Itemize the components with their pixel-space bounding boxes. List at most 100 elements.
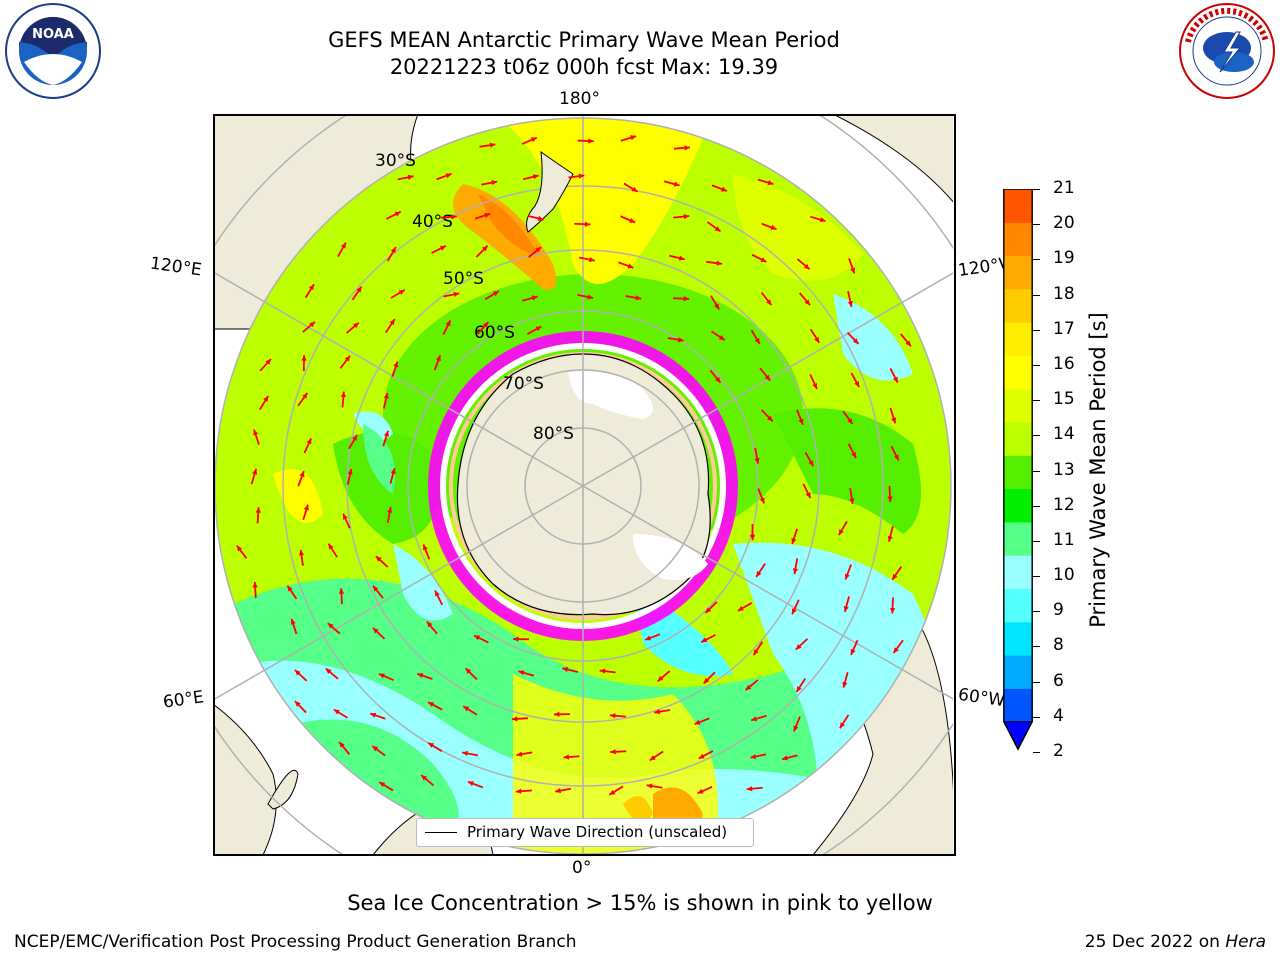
wave-direction-arrow <box>809 328 821 344</box>
wave-direction-arrow <box>710 330 726 341</box>
wave-direction-arrow <box>255 507 261 524</box>
colorbar-segment <box>1003 189 1033 223</box>
legend-label: Primary Wave Direction (unscaled) <box>467 823 728 841</box>
wave-direction-arrow <box>751 254 767 263</box>
wave-direction-arrow <box>511 716 528 722</box>
wave-direction-arrow <box>795 638 809 651</box>
wave-direction-arrow <box>809 374 818 390</box>
colorbar-tick <box>1033 716 1040 718</box>
nws-logo <box>1179 3 1275 99</box>
wave-direction-arrow <box>620 135 637 142</box>
wave-direction-arrow <box>342 513 351 529</box>
wave-direction-arrow <box>563 754 580 760</box>
wave-direction-arrow <box>473 634 489 644</box>
wave-direction-arrow <box>577 138 594 144</box>
wave-direction-arrow <box>346 468 353 485</box>
wave-direction-arrow <box>476 321 490 335</box>
lon-label-60e: 60°E <box>161 687 206 713</box>
wave-direction-arrow <box>431 245 447 254</box>
wave-direction-arrow <box>372 627 386 640</box>
colorbar-tick <box>1033 681 1040 683</box>
wave-direction-arrow <box>351 286 363 301</box>
wave-direction-arrow <box>791 528 798 545</box>
wave-direction-arrow <box>385 318 396 333</box>
colorbar-segment <box>1003 588 1033 623</box>
wave-direction-arrow <box>850 372 860 388</box>
footer-branch: NCEP/EMC/Verification Post Processing Pr… <box>14 932 577 952</box>
colorbar-tick-label: 15 <box>1053 389 1075 410</box>
wave-direction-arrow <box>843 596 850 613</box>
wave-direction-arrow <box>371 745 386 757</box>
wave-direction-arrow <box>791 599 800 615</box>
wave-direction-arrow <box>847 291 853 308</box>
noaa-logo: NOAA <box>5 3 101 99</box>
wave-direction-arrow <box>516 751 533 757</box>
wave-direction-arrow <box>887 526 894 542</box>
wave-direction-arrow <box>702 671 716 685</box>
colorbar-extend-arrow <box>1003 721 1033 751</box>
colorbar-tick-label: 10 <box>1053 565 1075 586</box>
colorbar-tick-label: 2 <box>1053 741 1064 761</box>
wave-direction-arrow <box>795 678 807 693</box>
wave-direction-arrow <box>839 714 850 729</box>
lon-label-0: 0° <box>572 858 592 878</box>
wave-direction-arrow <box>669 254 686 261</box>
wave-direction-arrow <box>750 753 767 760</box>
wave-direction-arrow <box>656 670 671 683</box>
wave-direction-arrow <box>555 787 572 794</box>
wave-direction-arrow <box>346 321 360 334</box>
wave-direction-arrow <box>710 295 720 310</box>
colorbar-tick <box>1033 435 1040 437</box>
colorbar-tick <box>1033 752 1040 753</box>
chart-title: GEFS MEAN Antarctic Primary Wave Mean Pe… <box>328 28 840 52</box>
colorbar-segment <box>1003 655 1033 689</box>
colorbar-segment <box>1003 521 1033 556</box>
colorbar-segment <box>1003 555 1033 590</box>
colorbar-tick-label: 19 <box>1053 248 1075 269</box>
wave-direction-arrow <box>259 358 272 372</box>
colorbar-tick-label: 8 <box>1053 635 1064 656</box>
wave-direction-arrow <box>427 742 443 752</box>
wave-direction-arrow <box>709 369 722 384</box>
wave-direction-arrow <box>389 467 396 484</box>
wave-direction-arrow <box>375 555 389 568</box>
wave-direction-arrow <box>796 409 804 426</box>
wave-direction-arrow <box>518 670 535 677</box>
wave-direction-arrow <box>804 451 815 467</box>
wave-direction-arrow <box>599 668 616 674</box>
wave-direction-arrow <box>799 292 811 306</box>
lat-label-50s: 50°S <box>443 269 484 289</box>
wave-direction-arrow <box>706 221 722 233</box>
wave-direction-arrow <box>386 210 402 220</box>
wave-direction-arrow <box>892 639 904 654</box>
lat-label-80s: 80°S <box>533 424 574 444</box>
wave-direction-arrow <box>900 333 912 347</box>
colorbar-tick-label: 4 <box>1053 705 1064 726</box>
wave-direction-arrow <box>302 504 309 521</box>
wave-direction-arrow <box>386 246 397 262</box>
wave-direction-arrow <box>386 506 393 524</box>
wave-direction-arrow <box>526 325 542 335</box>
colorbar-segment <box>1003 488 1033 523</box>
wave-direction-arrow <box>750 714 767 722</box>
colorbar-tick <box>1033 540 1040 542</box>
wave-direction-arrow <box>746 786 763 792</box>
wave-direction-arrow <box>889 407 897 424</box>
wave-direction-arrow <box>259 395 270 410</box>
wave-direction-arrow <box>433 354 442 371</box>
colorbar-segment <box>1003 688 1033 723</box>
wave-direction-arrow <box>620 215 636 224</box>
africa-land <box>213 703 277 854</box>
colorbar-tick-label: 16 <box>1053 353 1075 374</box>
wave-direction-arrow <box>436 172 452 181</box>
colorbar-tick <box>1033 400 1040 402</box>
wave-direction-arrow <box>340 391 347 408</box>
wave-direction-arrow <box>887 485 893 502</box>
wave-direction-arrow <box>304 283 315 299</box>
wave-direction-arrow <box>850 639 859 656</box>
wave-direction-arrow <box>673 213 690 220</box>
colorbar-label: Primary Wave Mean Period [s] <box>1086 312 1110 628</box>
wave-direction-arrow <box>390 289 406 299</box>
wave-direction-arrow <box>889 597 896 614</box>
wave-direction-arrow <box>610 749 627 755</box>
